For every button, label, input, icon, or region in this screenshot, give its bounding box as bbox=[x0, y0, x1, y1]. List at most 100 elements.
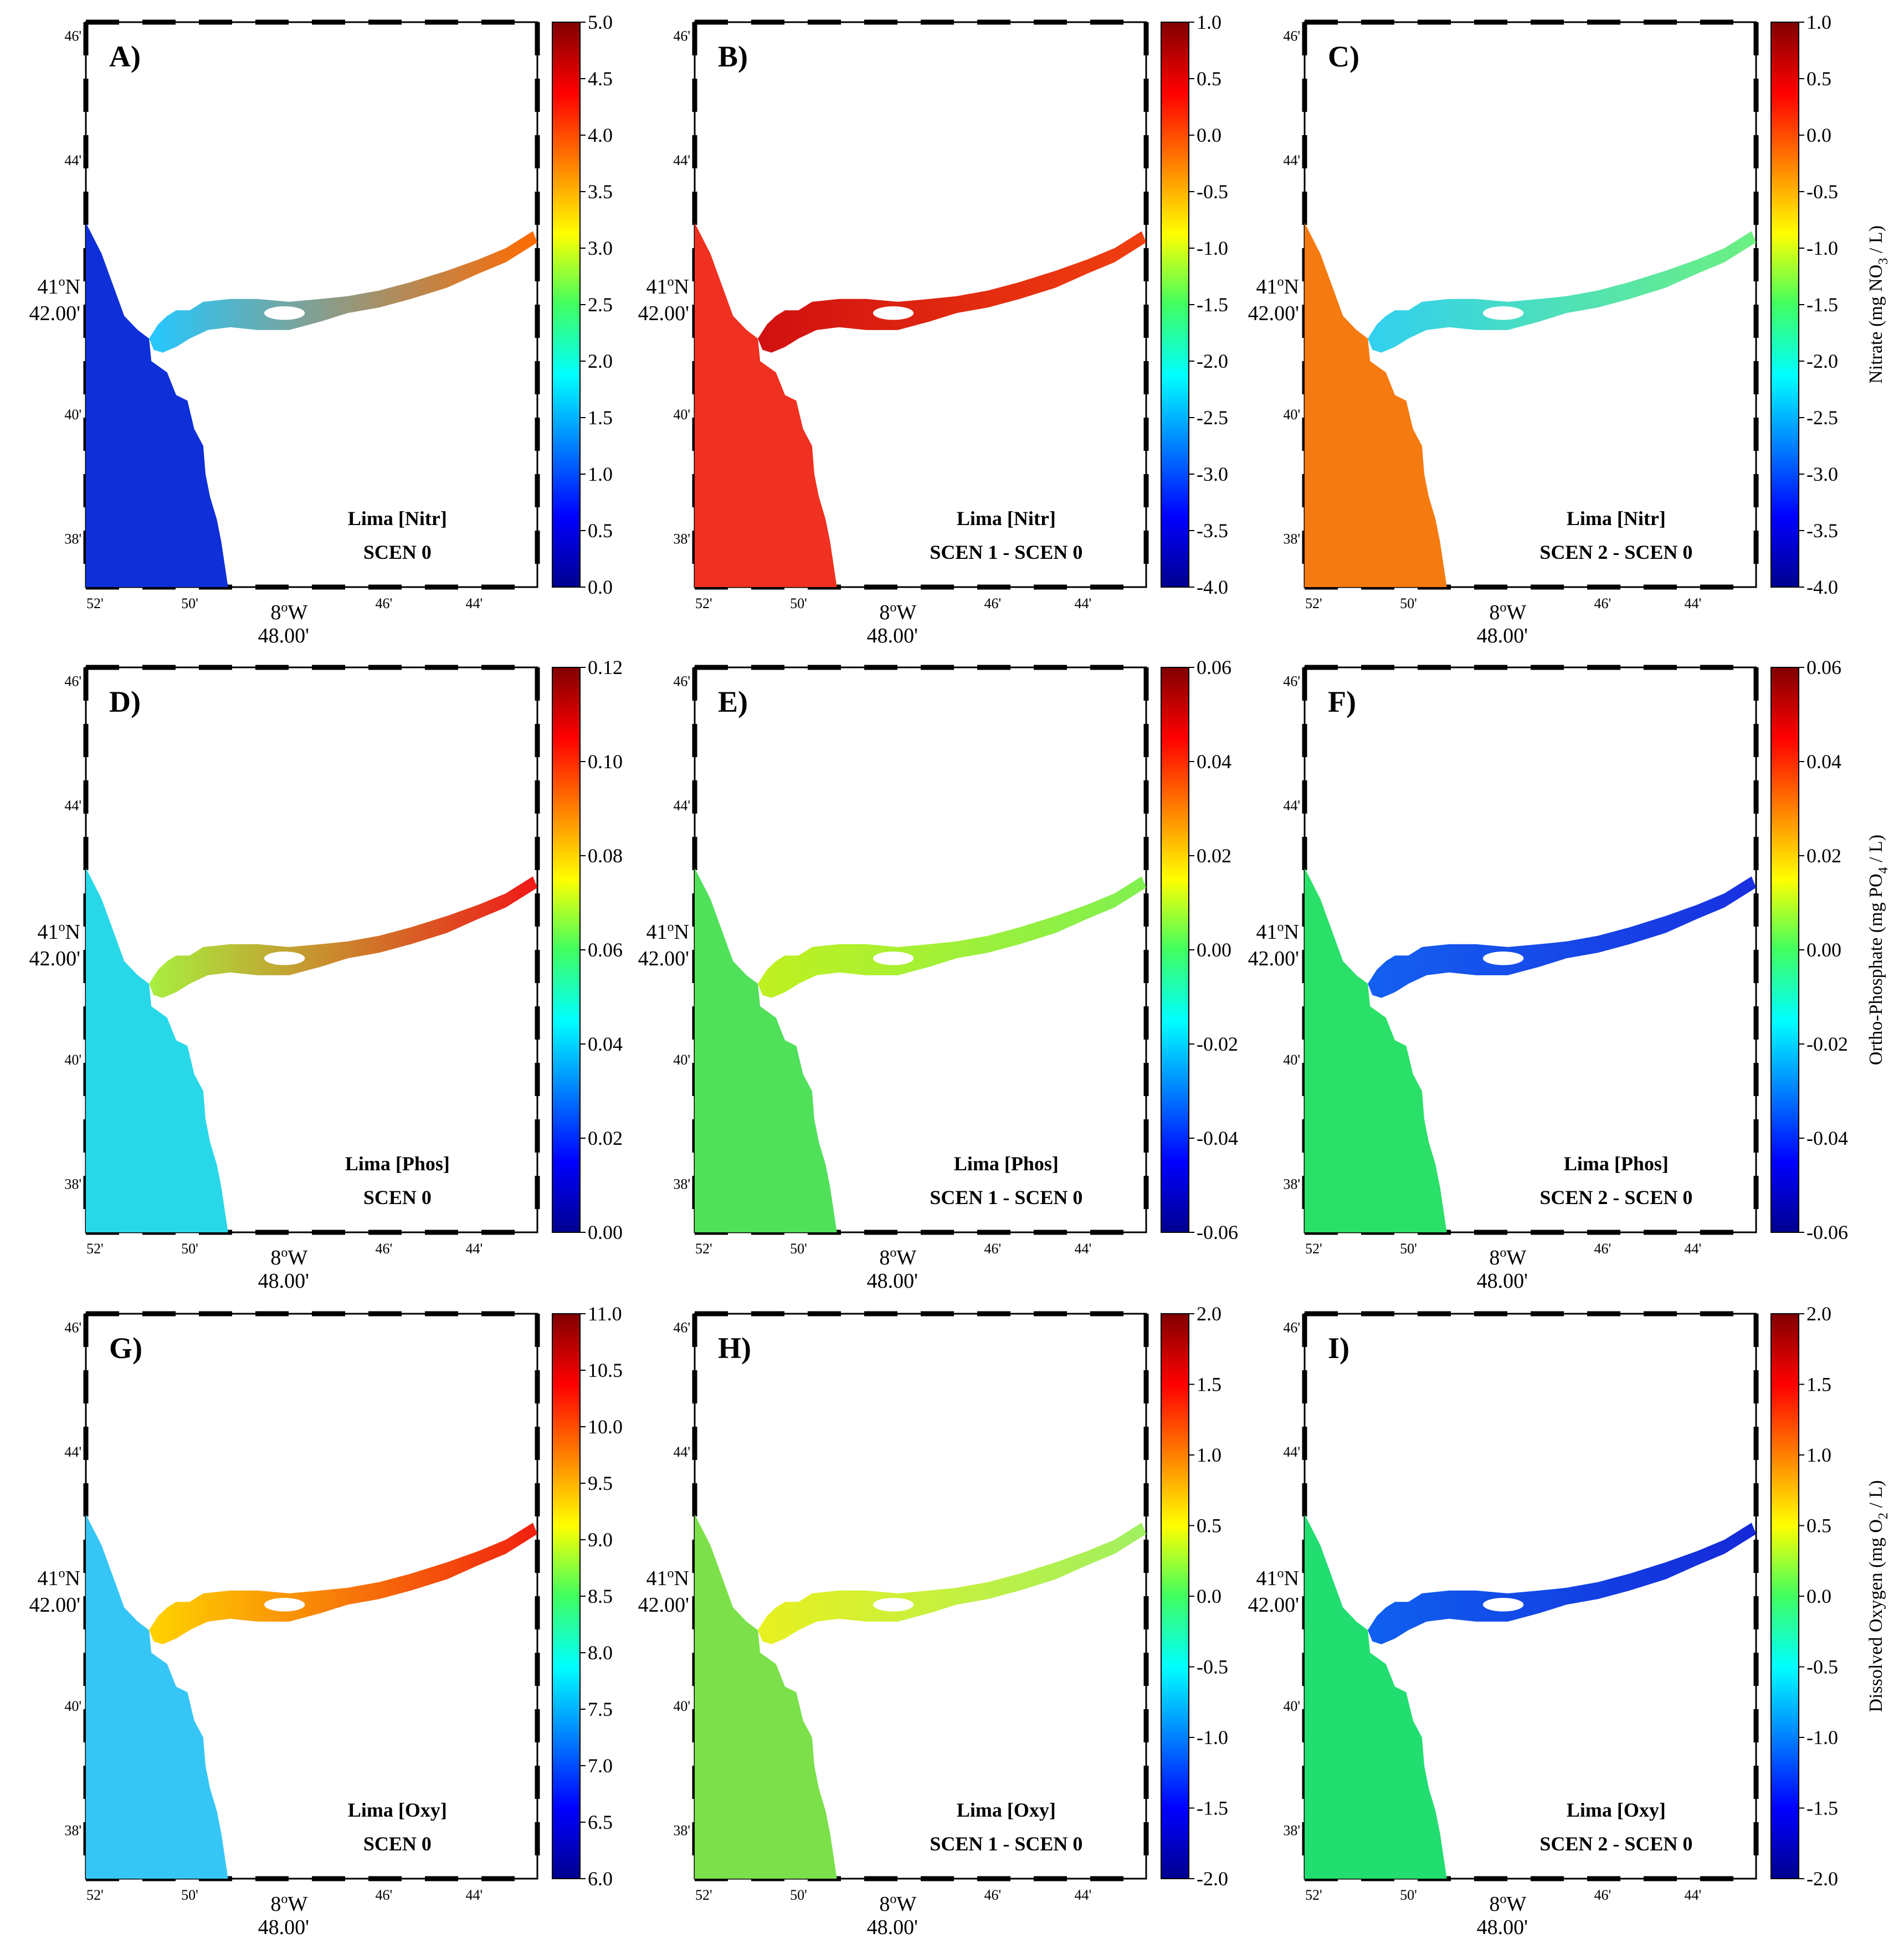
lat-tick: 46' bbox=[673, 28, 690, 44]
lon-tick: 52' bbox=[1305, 1241, 1322, 1257]
colorbar-tick-label: -0.02 bbox=[1197, 1033, 1238, 1055]
lima-estuary-field bbox=[1368, 231, 1756, 353]
colorbar-tick-label: -1.0 bbox=[1807, 237, 1838, 259]
lat-tick: 40' bbox=[1283, 407, 1300, 423]
colorbar-tick-label: 4.5 bbox=[588, 68, 613, 90]
lat-tick: 38' bbox=[64, 531, 81, 547]
colorbar-tick-label: -0.5 bbox=[1197, 181, 1228, 203]
colorbar-tick-label: 0.5 bbox=[1807, 68, 1831, 90]
lon-tick: 50' bbox=[790, 1887, 807, 1903]
colorbar-ramp bbox=[1770, 667, 1799, 1233]
lon-tick: 44' bbox=[1075, 595, 1092, 611]
lon-tick: 44' bbox=[466, 595, 483, 611]
estuary-island bbox=[873, 306, 914, 320]
colorbar-tick-label: 0.10 bbox=[588, 750, 623, 773]
colorbar-tick-label: -1.0 bbox=[1197, 237, 1228, 259]
colorbar-tick-label: 0.04 bbox=[1197, 750, 1231, 773]
colorbar-tick-label: 0.5 bbox=[588, 520, 613, 542]
colorbar: 1.0 0.5 0.0 -0.5 -1.0 -1.5 -2.0 -2.5 -3.0 -3.5 -4.… bbox=[1161, 11, 1228, 598]
lat-tick: 42.00' bbox=[638, 947, 689, 970]
lat-tick: 42.00' bbox=[1248, 302, 1299, 325]
lat-center-label: 41oN bbox=[1256, 1566, 1299, 1590]
colorbar-tick-label: 2.0 bbox=[1197, 1303, 1222, 1325]
colorbar-tick-label: 0.02 bbox=[1807, 845, 1841, 867]
colorbar-tick-label: 1.0 bbox=[1197, 1444, 1222, 1466]
colorbar-tick-label: -2.0 bbox=[1807, 1868, 1838, 1890]
lat-tick: 46' bbox=[64, 1320, 81, 1336]
coastal-sea-field bbox=[1305, 868, 1447, 1232]
estuary-island bbox=[1482, 306, 1524, 320]
lon-tick: 50' bbox=[1400, 1241, 1417, 1257]
colorbar-tick-label: 1.5 bbox=[1807, 1374, 1831, 1396]
lat-tick: 42.00' bbox=[638, 1593, 689, 1617]
lima-estuary-field bbox=[1368, 876, 1756, 998]
lon-tick: 50' bbox=[181, 1887, 198, 1903]
colorbar-tick-label: 5.0 bbox=[588, 11, 613, 33]
lat-tick: 40' bbox=[64, 1698, 81, 1714]
caption-site: Lima [Phos] bbox=[345, 1153, 450, 1175]
lon-tick: 44' bbox=[466, 1887, 483, 1903]
colorbar-tick-label: 4.0 bbox=[588, 124, 613, 146]
lat-center-label: 41oN bbox=[38, 1566, 80, 1590]
lat-tick: 46' bbox=[1283, 28, 1300, 44]
colorbar-tick-label: -0.04 bbox=[1197, 1127, 1238, 1149]
lat-tick: 38' bbox=[673, 1822, 690, 1838]
lat-tick: 40' bbox=[673, 1698, 690, 1714]
caption-site: Lima [Nitr] bbox=[1567, 507, 1666, 529]
lon-tick: 50' bbox=[1400, 1887, 1417, 1903]
lat-tick: 44' bbox=[1283, 798, 1300, 814]
lon-tick: 52' bbox=[86, 1241, 104, 1257]
colorbar-tick-label: 0.08 bbox=[588, 845, 623, 867]
colorbar-tick-label: 0.5 bbox=[1197, 1515, 1222, 1537]
colorbar-tick-label: 11.0 bbox=[588, 1303, 622, 1325]
lat-tick: 44' bbox=[1283, 1444, 1300, 1460]
lon-tick: 50' bbox=[1400, 595, 1417, 611]
lat-center-label: 41oN bbox=[646, 275, 689, 299]
lat-tick: 40' bbox=[673, 1052, 690, 1068]
colorbar-ramp bbox=[1161, 1313, 1189, 1879]
lon-tick: 52' bbox=[695, 595, 712, 611]
colorbar-tick-label: 9.0 bbox=[588, 1529, 613, 1551]
caption-site: Lima [Nitr] bbox=[957, 507, 1056, 529]
lat-tick: 44' bbox=[673, 1444, 690, 1460]
map-panel-f: F) Lima [Phos] SCEN 2 - SCEN 0 46' 44' 41oN 42… bbox=[1248, 656, 1891, 1293]
colorbar-tick-label: 0.00 bbox=[1197, 939, 1231, 961]
colorbar-tick-label: 0.00 bbox=[588, 1221, 623, 1243]
colorbar-tick-label: 7.5 bbox=[588, 1698, 613, 1720]
colorbar-tick-label: 0.5 bbox=[1807, 1515, 1831, 1537]
panel-letter: E) bbox=[718, 685, 748, 718]
lon-tick: 52' bbox=[1305, 595, 1322, 611]
coastal-sea-field bbox=[695, 868, 837, 1232]
colorbar-tick-label: 0.06 bbox=[588, 939, 623, 961]
lon-tick: 52' bbox=[86, 1887, 104, 1903]
lon-center-label: 8oW bbox=[1489, 1892, 1526, 1916]
colorbar-tick-label: 10.0 bbox=[588, 1416, 623, 1438]
lon-tick: 44' bbox=[1685, 1241, 1702, 1257]
caption-scenario: SCEN 1 - SCEN 0 bbox=[930, 1833, 1082, 1855]
lat-tick: 42.00' bbox=[638, 302, 689, 325]
lon-tick: 48.00' bbox=[1477, 1916, 1528, 1939]
estuary-island bbox=[264, 952, 305, 965]
panel-letter: G) bbox=[109, 1331, 142, 1365]
colorbar: 0.12 0.10 0.08 0.06 0.04 0.02 0.00 bbox=[552, 656, 623, 1243]
lon-center-label: 8oW bbox=[1489, 1246, 1526, 1269]
lon-tick: 44' bbox=[466, 1241, 483, 1257]
lima-estuary-field bbox=[149, 1523, 538, 1644]
panel-letter: C) bbox=[1328, 40, 1359, 73]
caption-scenario: SCEN 1 - SCEN 0 bbox=[930, 541, 1082, 563]
colorbar: 0.06 0.04 0.02 0.00 -0.02 -0.04 -0.06 Ortho-Pho… bbox=[1770, 656, 1891, 1243]
lat-tick: 38' bbox=[1283, 1822, 1300, 1838]
lon-tick: 46' bbox=[1594, 595, 1612, 611]
lon-tick: 46' bbox=[376, 1241, 393, 1257]
lat-tick: 44' bbox=[1283, 152, 1300, 168]
panel-letter: I) bbox=[1328, 1331, 1349, 1365]
colorbar-tick-label: -4.0 bbox=[1197, 576, 1228, 598]
colorbar-tick-label: 3.5 bbox=[588, 181, 613, 203]
coastal-sea-field bbox=[1305, 223, 1447, 588]
lon-tick: 48.00' bbox=[258, 1269, 309, 1293]
colorbar-tick-label: 1.5 bbox=[1197, 1374, 1222, 1396]
coastal-sea-field bbox=[1305, 1514, 1447, 1879]
lon-tick: 46' bbox=[1594, 1887, 1612, 1903]
colorbar-tick-label: 0.12 bbox=[588, 656, 623, 678]
map-panel-d: D) Lima [Phos] SCEN 0 46' 44' 41oN 42.00' 40' 38… bbox=[29, 656, 623, 1293]
